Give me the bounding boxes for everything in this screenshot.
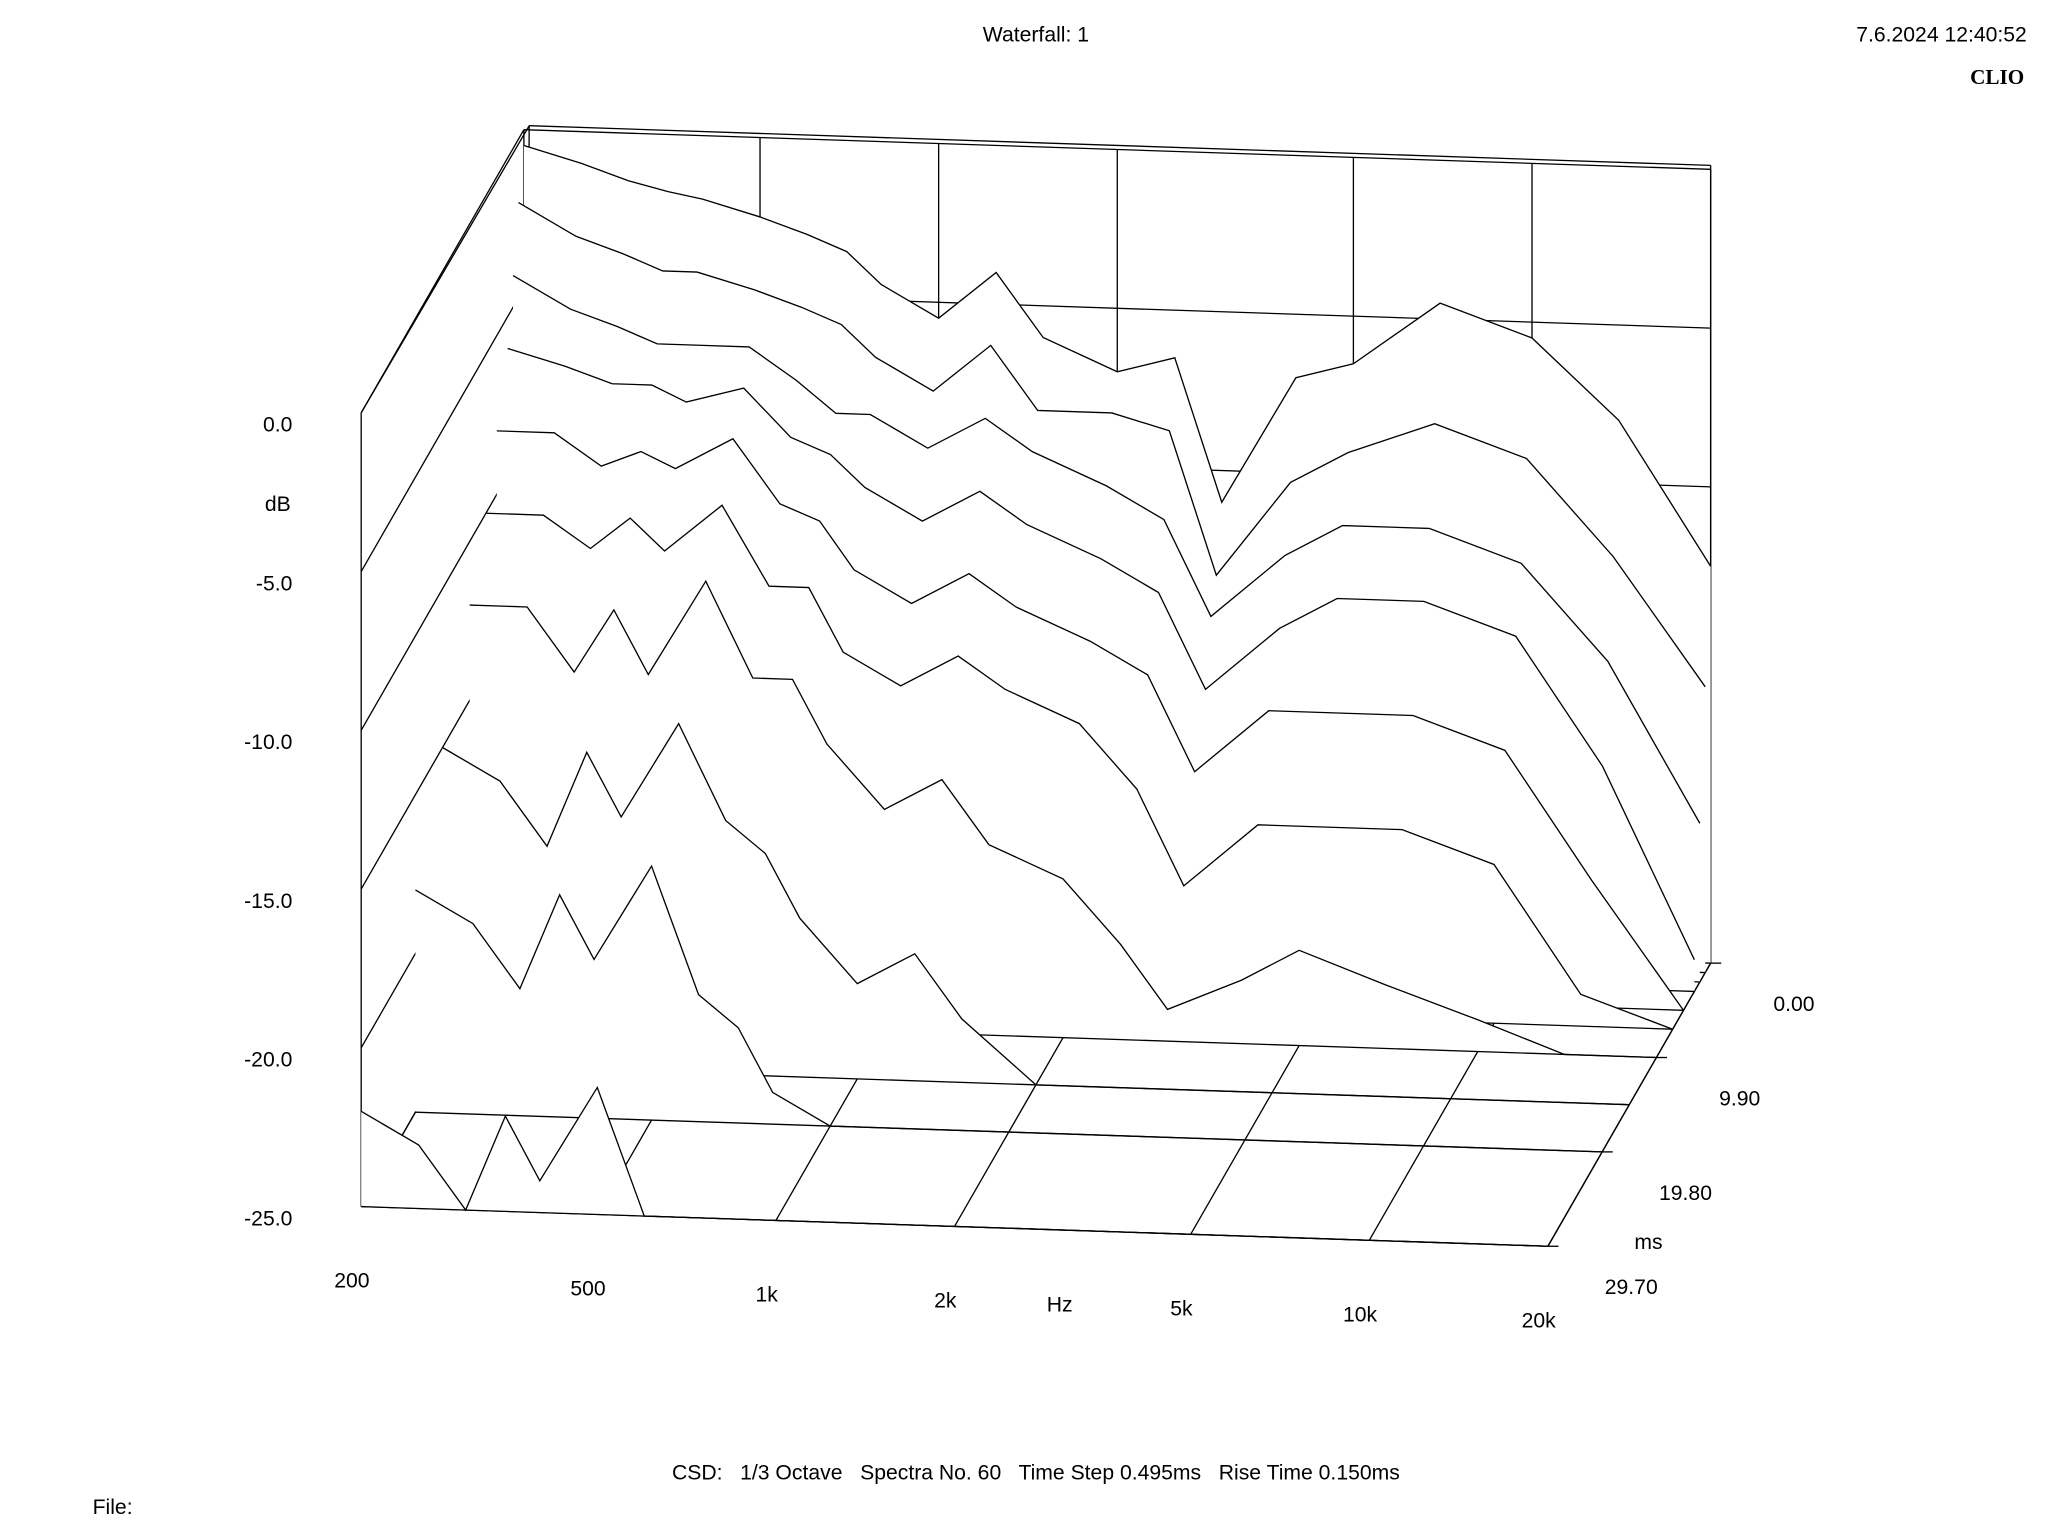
z-axis-label: ms: [1634, 1231, 1662, 1254]
y-tick-label: -5.0: [256, 572, 292, 595]
z-tick-label: 29.70: [1605, 1276, 1658, 1299]
spectrum-mask: [442, 723, 1630, 1105]
spectrum-base: [415, 1111, 1603, 1153]
timestamp: 7.6.2024 12:40:52: [1856, 23, 2027, 46]
x-tick-label: 5k: [1170, 1297, 1193, 1320]
z-tick-label: 19.80: [1659, 1182, 1712, 1205]
x-tick-label: 10k: [1343, 1303, 1378, 1326]
spectrum-mask: [415, 866, 1603, 1152]
spectrum-base: [361, 1205, 1548, 1247]
spectrum-line: [496, 430, 1685, 1011]
grid-line: [360, 129, 525, 414]
x-tick-label: 1k: [755, 1283, 778, 1306]
back-wall-top-edge: [529, 125, 1711, 167]
spectrum-line: [523, 144, 1712, 567]
y-tick-label: 0.0: [263, 414, 292, 437]
y-axis-label: dB: [265, 493, 291, 516]
z-tick-label: 9.90: [1719, 1087, 1760, 1110]
y-tick-label: -10.0: [244, 731, 292, 754]
spectrum-line: [485, 504, 1673, 1030]
z-tick-label: 0.00: [1773, 993, 1814, 1016]
spectrum-line: [518, 202, 1706, 688]
x-tick-label: 500: [570, 1277, 605, 1300]
spectrum-line: [512, 274, 1701, 824]
spectrum-line: [469, 579, 1657, 1059]
footer-file: File:: [93, 1496, 133, 1519]
brand: CLIO: [1970, 65, 2024, 89]
x-tick-label: 200: [334, 1270, 369, 1293]
x-axis-label: Hz: [1047, 1293, 1073, 1316]
grid-line: [360, 288, 525, 572]
x-tick-label: 20k: [1522, 1309, 1557, 1332]
x-tick-label: 2k: [934, 1289, 957, 1312]
spectrum-line: [507, 347, 1695, 960]
y-tick-label: -25.0: [244, 1207, 292, 1230]
chart-title: Waterfall: 1: [983, 23, 1089, 46]
footer-settings: CSD: 1/3 Octave Spectra No. 60 Time Step…: [672, 1461, 1400, 1484]
spectrum-mask: [361, 1087, 1548, 1247]
y-tick-label: -15.0: [244, 890, 292, 913]
y-tick-label: -20.0: [244, 1049, 292, 1072]
